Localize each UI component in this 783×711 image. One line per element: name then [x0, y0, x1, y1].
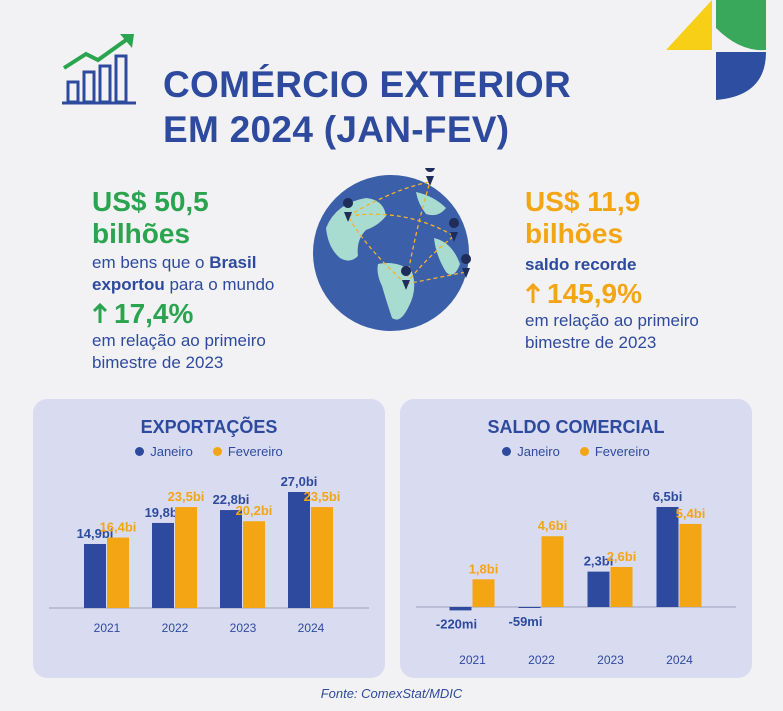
arrow-up-icon [525, 283, 541, 303]
balance-note: em relação ao primeiro bimestre de 2023 [525, 311, 699, 352]
legend-swatch [135, 447, 145, 456]
bar-fevereiro-2022 [541, 536, 564, 607]
category-label-2021: 2021 [94, 621, 121, 635]
data-label-fevereiro-2024: 5,4bi [676, 506, 706, 521]
data-label-janeiro-2024: 27,0bi [281, 474, 318, 489]
exports-amount: US$ 50,5 [92, 186, 209, 217]
data-label-fevereiro-2024: 23,5bi [304, 489, 341, 504]
balance-chart-title: SALDO COMERCIAL [487, 417, 665, 437]
legend-item-janeiro: Janeiro [502, 444, 560, 459]
category-label-2021: 2021 [459, 653, 486, 667]
balance-growth: 145,9% [525, 278, 745, 310]
bar-fevereiro-2021 [472, 579, 495, 607]
legend-item-janeiro: Janeiro [135, 444, 193, 459]
bar-janeiro-2021 [84, 543, 106, 608]
data-label-fevereiro-2021: 16,4bi [100, 520, 137, 535]
bar-fevereiro-2023 [610, 567, 633, 607]
exports-chart-legend: Janeiro Fevereiro [33, 444, 385, 459]
legend-item-fevereiro: Fevereiro [212, 444, 283, 459]
bar-janeiro-2024 [288, 492, 310, 608]
balance-unit: bilhões [525, 218, 624, 249]
source-note: Fonte: ComexStat/MDIC [320, 686, 463, 701]
exports-bar-chart: 14,9bi16,4bi202119,8bi23,5bi202222,8bi20… [49, 474, 369, 635]
balance-description: saldo recorde [525, 255, 637, 274]
bar-fevereiro-2024 [311, 507, 333, 608]
bar-fevereiro-2022 [175, 507, 197, 608]
data-label-janeiro-2022: 19,8bi [145, 505, 182, 520]
growth-chart-icon [62, 34, 136, 105]
data-label-janeiro-2023: 2,3bi [584, 554, 614, 569]
legend-swatch [579, 447, 589, 456]
data-label-janeiro-2021: -220mi [436, 616, 477, 631]
balance-chart-panel: SALDO COMERCIAL Janeiro Fevereiro -220mi… [400, 399, 752, 678]
exports-description: em bens que o Brasil exportou para o mun… [92, 253, 275, 294]
exports-stat: US$ 50,5 bilhões em bens que o Brasil ex… [92, 186, 302, 374]
balance-chart-legend: Janeiro Fevereiro [400, 444, 752, 459]
legend-swatch [212, 447, 222, 456]
data-label-janeiro-2021: 14,9bi [77, 526, 114, 541]
globe-icon [313, 168, 472, 331]
exports-note: em relação ao primeiro bimestre de 2023 [92, 331, 266, 372]
balance-stat: US$ 11,9 bilhões saldo recorde 145,9% em… [525, 186, 745, 354]
data-label-fevereiro-2022: 4,6bi [538, 518, 568, 533]
legend-item-fevereiro: Fevereiro [579, 444, 650, 459]
legend-swatch [502, 447, 512, 456]
title-line-2: EM 2024 (JAN-FEV) [163, 109, 510, 150]
data-label-fevereiro-2023: 2,6bi [607, 549, 637, 564]
data-label-fevereiro-2023: 20,2bi [236, 503, 273, 518]
data-label-janeiro-2023: 22,8bi [213, 492, 250, 507]
data-label-janeiro-2024: 6,5bi [653, 489, 683, 504]
data-label-fevereiro-2021: 1,8bi [469, 561, 499, 576]
category-label-2022: 2022 [528, 653, 555, 667]
category-label-2023: 2023 [597, 653, 624, 667]
bar-janeiro-2022 [152, 522, 174, 608]
exports-unit: bilhões [92, 218, 191, 249]
bar-fevereiro-2024 [679, 523, 702, 607]
balance-growth-value: 145,9% [547, 278, 642, 309]
exports-description-bold: Brasil exportou [92, 253, 257, 294]
bar-janeiro-2023 [587, 571, 610, 607]
arrow-up-icon [92, 303, 108, 323]
bar-janeiro-2022 [518, 607, 541, 608]
brand-logo [666, 0, 766, 100]
category-label-2023: 2023 [230, 621, 257, 635]
title-line-1: COMÉRCIO EXTERIOR [163, 64, 572, 105]
balance-amount: US$ 11,9 [525, 186, 641, 217]
exports-chart-panel: EXPORTAÇÕES Janeiro Fevereiro 14,9bi 16,4… [33, 399, 385, 678]
category-label-2022: 2022 [162, 621, 189, 635]
page-title: COMÉRCIO EXTERIOR EM 2024 (JAN-FEV) [163, 62, 633, 152]
category-label-2024: 2024 [298, 621, 325, 635]
data-label-janeiro-2022: -59mi [509, 614, 543, 629]
bar-janeiro-2023 [220, 510, 242, 608]
bar-fevereiro-2021 [107, 537, 129, 608]
exports-growth-value: 17,4% [114, 298, 194, 329]
exports-chart-title: EXPORTAÇÕES [140, 417, 278, 437]
bar-janeiro-2021 [449, 607, 472, 611]
category-label-2024: 2024 [666, 653, 693, 667]
exports-growth: 17,4% [92, 298, 302, 330]
bar-janeiro-2024 [656, 507, 679, 607]
data-label-fevereiro-2022: 23,5bi [168, 489, 205, 504]
bar-fevereiro-2023 [243, 521, 265, 608]
